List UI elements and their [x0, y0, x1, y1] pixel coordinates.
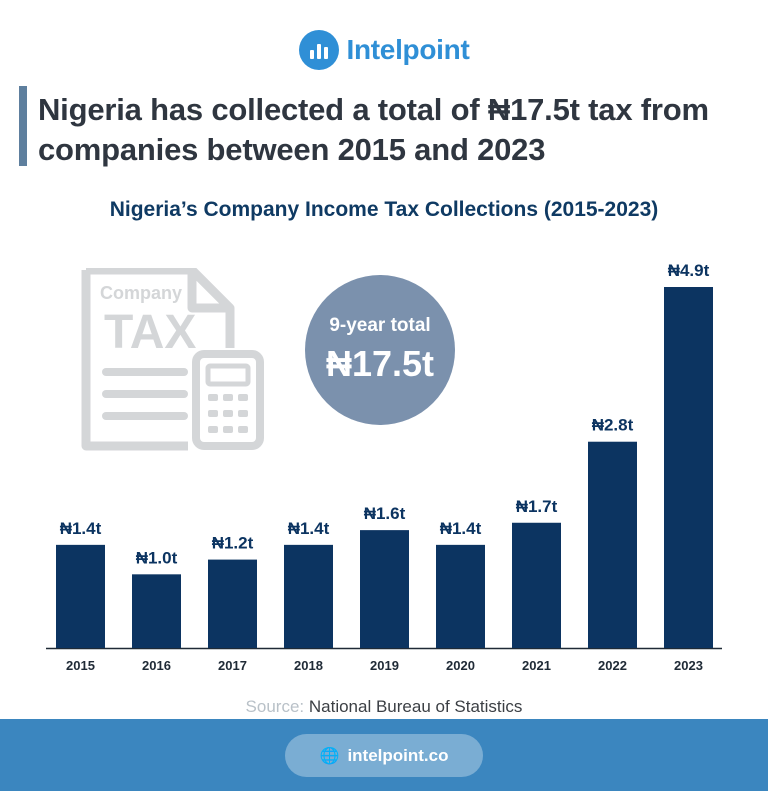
data-label-2021: ₦1.7t — [516, 497, 558, 516]
data-label-2022: ₦2.8t — [592, 416, 634, 435]
website-url: intelpoint.co — [347, 745, 449, 765]
footer-bar: 🌐 intelpoint.co — [0, 719, 768, 791]
bar-2020 — [436, 544, 485, 648]
data-label-2016: ₦1.0t — [136, 548, 178, 567]
bar-2017 — [208, 559, 257, 648]
total-badge-value: ₦17.5t — [325, 343, 435, 384]
data-label-2015: ₦1.4t — [60, 519, 102, 538]
bar-2015 — [56, 544, 105, 648]
data-label-2019: ₦1.6t — [364, 504, 406, 523]
tick-label-2021: 2021 — [522, 658, 551, 673]
chart-title: Nigeria’s Company Income Tax Collections… — [109, 198, 659, 221]
website-link[interactable]: 🌐 intelpoint.co — [285, 734, 483, 777]
bar-2018 — [284, 544, 333, 648]
bar-chart-icon — [298, 30, 339, 70]
bar-2022 — [588, 441, 637, 648]
tax-document-calculator-icon: Company TAX — [81, 268, 264, 451]
globe-icon: 🌐 — [319, 747, 340, 765]
tick-label-2019: 2019 — [370, 658, 399, 673]
brand-logo: Intelpoint — [0, 30, 768, 70]
headline-accent-bar — [19, 86, 27, 166]
bar-2023 — [664, 287, 713, 648]
tick-label-2022: 2022 — [598, 658, 627, 673]
source-line: Source: National Bureau of Statistics — [0, 697, 768, 717]
data-label-2018: ₦1.4t — [288, 519, 330, 538]
tick-label-2016: 2016 — [142, 658, 171, 673]
total-badge-label: 9-year total — [329, 315, 431, 336]
source-value: National Bureau of Statistics — [308, 697, 523, 716]
data-label-2020: ₦1.4t — [440, 519, 482, 538]
brand-name: Intelpoint — [346, 34, 470, 65]
headline: Nigeria has collected a total of ₦17.5t … — [38, 92, 709, 167]
tick-label-2020: 2020 — [446, 658, 475, 673]
bar-2016 — [132, 574, 181, 648]
data-label-2023: ₦4.9t — [668, 261, 710, 280]
bar-2019 — [360, 530, 409, 648]
tick-label-2015: 2015 — [66, 658, 95, 673]
tick-label-2017: 2017 — [218, 658, 247, 673]
tick-label-2023: 2023 — [674, 658, 703, 673]
data-label-2017: ₦1.2t — [212, 534, 254, 553]
tax-icon-company-text: Company — [100, 283, 182, 303]
source-label: Source: — [245, 697, 305, 716]
tick-label-2018: 2018 — [294, 658, 323, 673]
tax-icon-tax-text: TAX — [104, 306, 196, 359]
bar-chart: ₦1.4t 2015 ₦1.0t 2016 ₦1.2t 2017 ₦1.4t 2018 ₦1.6… — [46, 261, 722, 673]
bar-2021 — [512, 522, 561, 648]
total-badge: 9-year total ₦17.5t — [305, 275, 455, 425]
